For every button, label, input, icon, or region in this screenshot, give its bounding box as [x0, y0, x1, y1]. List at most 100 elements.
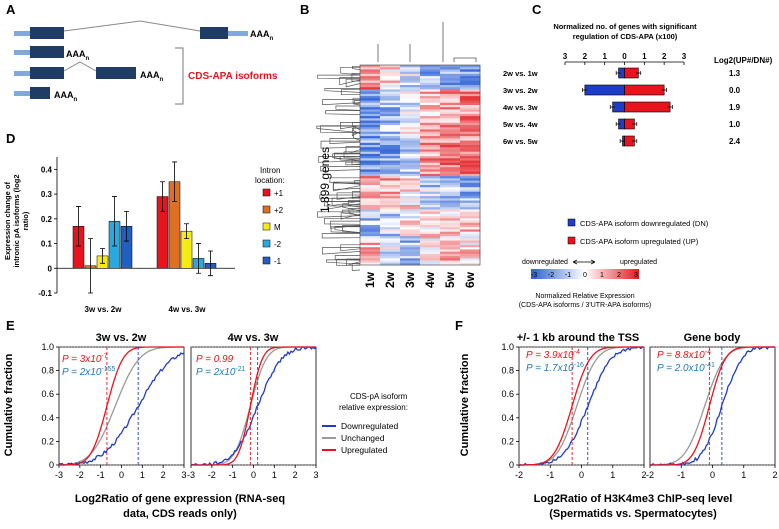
y-tick-label: 0.4 [501, 413, 514, 423]
panel-e: E Cumulative fraction -3 -2 -1 0 1 2 3 -3 -2 -1 0 1… [3, 318, 408, 520]
heatmap-cell [420, 105, 441, 108]
heatmap-cell [360, 256, 381, 259]
heatmap-cell [400, 160, 421, 164]
p-value-up: P = 8.8x10-4 [657, 349, 711, 361]
heatmap-cell [420, 202, 441, 206]
x-tick-label: -1 [97, 470, 105, 480]
heatmap-cell [460, 187, 481, 190]
heatmap-cell [440, 151, 461, 155]
heatmap-cell [380, 233, 401, 237]
xlabel-line-2: (Spermatids vs. Spermatocytes) [549, 508, 717, 520]
heatmap-cell [440, 73, 461, 77]
heatmap-cell [460, 231, 481, 235]
heatmap-cell [400, 78, 421, 81]
legend-dn: CDS-APA isoform downregulated (DN) [580, 219, 709, 228]
heatmap-cell [400, 120, 421, 124]
plot-title: 3w vs. 2w [96, 332, 147, 344]
heatmap-cell [360, 116, 381, 119]
heatmap-cell [420, 173, 441, 177]
heatmap-cell [460, 129, 481, 133]
polya-label: AAAn [54, 90, 78, 103]
heatmap-cell [380, 218, 401, 221]
heatmap-cell [360, 262, 381, 266]
heatmap-cell [460, 147, 481, 150]
x-tick-label: -1 [546, 470, 554, 480]
heatmap-cell [420, 67, 441, 70]
scale-tick-label: -1 [565, 272, 571, 279]
axis-tick-label: 2 [583, 52, 588, 61]
x-tick-label: 1 [272, 470, 277, 480]
panel-a: A AAAn AAAn AAAn AAAn CDS-APA isoforms [6, 2, 278, 105]
heatmap-cell [440, 76, 461, 79]
heatmap-cell [380, 198, 401, 201]
heatmap-cell [420, 127, 441, 130]
heatmap-cell [440, 196, 461, 199]
heatmap-cell [440, 82, 461, 86]
heatmap-cell [460, 207, 481, 210]
heatmap-cell [360, 111, 381, 115]
error-bar [196, 243, 201, 274]
heatmap-cell [440, 220, 461, 224]
heatmap-cell [440, 231, 461, 235]
heatmap-cell [380, 91, 401, 95]
heatmap-cell [440, 198, 461, 201]
dendrogram-branch [352, 65, 361, 70]
legend-label: Unchanged [341, 433, 385, 443]
heatmap-cell [360, 178, 381, 181]
heatmap-cell [380, 120, 401, 124]
heatmap-cell [420, 169, 441, 173]
heatmap-cell [380, 211, 401, 215]
heatmap-cell [440, 251, 461, 255]
heatmap-cell [380, 93, 401, 97]
dendrogram-branch [322, 99, 361, 106]
heatmap-cell [460, 65, 481, 68]
heatmap-cell [420, 147, 441, 150]
x-tick-label: 2 [641, 470, 646, 480]
heatmap-cell [400, 142, 421, 146]
heatmap-cell [420, 167, 441, 170]
heatmap-cell [380, 89, 401, 93]
log2-value: 2.4 [729, 137, 741, 146]
column-dendrogram [377, 22, 477, 62]
legend-swatch [262, 222, 271, 231]
heatmap-cell [400, 222, 421, 226]
heatmap-cell [360, 107, 381, 110]
error-bar [100, 248, 105, 264]
heatmap-cell [440, 71, 461, 75]
heatmap-cell [460, 198, 481, 201]
heatmap-cell [460, 71, 481, 75]
heatmap-cell [460, 73, 481, 77]
heatmap-cell [440, 129, 461, 133]
dendrogram-branch [343, 151, 361, 159]
heatmap-cell [400, 65, 421, 68]
heatmap-cell [380, 236, 401, 239]
heatmap-cell [420, 109, 441, 113]
heatmap-cell [420, 76, 441, 79]
heatmap-cell [400, 260, 421, 264]
heatmap-cell [440, 160, 461, 164]
heatmap-cell [460, 202, 481, 206]
dendrogram-branch [339, 77, 361, 86]
heatmap-cell [400, 129, 421, 133]
heatmap-cell [420, 91, 441, 95]
dendrogram-branch [340, 66, 361, 76]
heatmap-cell [420, 231, 441, 235]
dendrogram-branch [320, 166, 361, 172]
p-value-exponent: -21 [235, 366, 245, 373]
dendrogram-branch [352, 97, 361, 106]
x-tick-label: -2 [208, 470, 216, 480]
heatmap-cell [380, 142, 401, 146]
heatmap-cell [360, 65, 381, 68]
log2-header: Log2(UP#/DN#) [714, 56, 773, 65]
heatmap-cell [440, 122, 461, 126]
error-bar [76, 206, 81, 247]
heatmap-cell [400, 80, 421, 84]
heatmap-cell [460, 111, 481, 115]
p-value-text: P = 2x10 [62, 367, 102, 378]
heatmap-cell [420, 98, 441, 101]
axis-tick-label: 0 [622, 52, 627, 61]
heatmap-cell [460, 93, 481, 97]
heatmap-cell [400, 253, 421, 257]
heatmap-cell [400, 233, 421, 237]
heatmap-cell [460, 122, 481, 126]
